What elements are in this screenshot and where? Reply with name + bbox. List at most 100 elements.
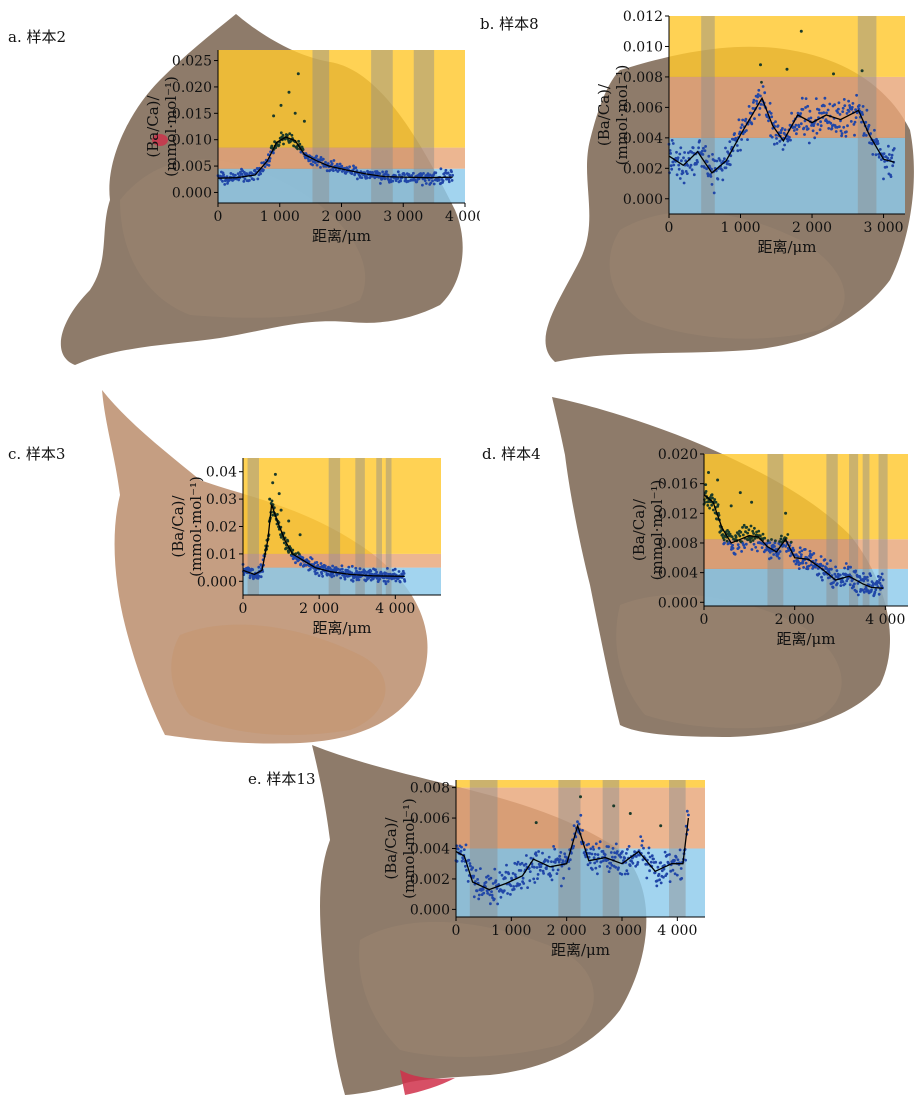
data-point	[804, 97, 808, 100]
data-point	[272, 151, 275, 155]
x-axis-label: 距离/μm	[551, 941, 610, 959]
data-point	[845, 112, 849, 115]
data-point	[797, 560, 800, 564]
data-point	[672, 163, 676, 167]
data-point	[307, 560, 311, 564]
data-point	[499, 895, 503, 899]
data-point	[786, 533, 790, 536]
data-point	[471, 866, 474, 870]
data-point	[744, 117, 748, 121]
data-point	[598, 840, 602, 844]
data-point	[385, 170, 388, 174]
data-point	[769, 556, 773, 560]
data-point	[877, 155, 881, 159]
data-point	[685, 809, 689, 813]
data-point	[720, 168, 724, 172]
data-point	[668, 853, 671, 856]
data-point	[833, 572, 837, 576]
data-point	[814, 97, 818, 100]
data-point	[770, 538, 773, 541]
data-point	[890, 153, 894, 157]
data-point	[855, 93, 858, 97]
y-tick-label: 0.008	[410, 781, 450, 797]
data-point	[386, 580, 390, 583]
data-point	[526, 886, 529, 889]
x-tick-label: 3 000	[863, 220, 903, 236]
data-point	[874, 153, 878, 157]
y-tick-label: 0.000	[410, 902, 450, 918]
data-point	[799, 29, 803, 33]
data-point	[628, 864, 632, 867]
data-point	[558, 858, 562, 861]
data-point	[369, 569, 373, 573]
data-point	[306, 157, 310, 161]
panel-b-label: b. 样本8	[480, 15, 539, 33]
data-point	[220, 175, 224, 179]
x-axis-label: 距离/μm	[757, 238, 816, 256]
data-point	[885, 165, 889, 169]
data-point	[680, 159, 683, 163]
x-axis-label: 距离/μm	[776, 630, 835, 648]
data-point	[801, 561, 805, 565]
data-point	[607, 845, 610, 849]
data-point	[397, 570, 401, 573]
data-point	[426, 172, 430, 176]
panel-c-label: c. 样本3	[8, 445, 66, 463]
data-point	[546, 860, 550, 863]
data-point	[739, 148, 742, 152]
y-tick-label: 0.006	[410, 811, 450, 827]
data-point	[862, 132, 866, 135]
data-point	[288, 132, 292, 136]
data-point	[823, 96, 827, 100]
data-point	[586, 863, 590, 867]
data-point	[628, 812, 632, 815]
data-point	[751, 539, 755, 542]
y-tick-label: 0.008	[658, 536, 698, 552]
data-point	[722, 538, 726, 542]
data-point	[262, 168, 265, 172]
data-point	[479, 867, 482, 870]
data-point	[673, 859, 676, 862]
data-point	[819, 120, 822, 124]
data-point	[850, 105, 854, 109]
data-point	[450, 170, 453, 174]
data-point	[891, 164, 895, 168]
data-point	[308, 567, 312, 571]
data-point	[489, 876, 493, 880]
data-point	[348, 165, 351, 169]
data-point	[572, 844, 575, 848]
data-point	[794, 123, 798, 127]
data-point	[707, 154, 711, 158]
data-point	[777, 552, 780, 556]
data-point	[659, 824, 663, 828]
data-point	[806, 567, 810, 571]
data-point	[802, 566, 805, 569]
data-point	[728, 163, 732, 167]
data-point	[639, 835, 643, 838]
data-point	[676, 858, 680, 862]
data-point	[584, 855, 588, 859]
data-point	[399, 179, 402, 183]
y-tick-label: 0.03	[206, 492, 237, 508]
data-point	[766, 539, 770, 543]
data-point	[505, 863, 508, 867]
data-point	[486, 891, 489, 895]
data-point	[645, 876, 649, 880]
data-point	[579, 795, 582, 799]
data-point	[836, 111, 840, 114]
data-point	[624, 852, 628, 855]
data-point	[838, 113, 842, 116]
data-point	[524, 862, 528, 866]
data-point	[800, 549, 804, 553]
data-point	[634, 855, 638, 858]
data-point	[602, 859, 605, 863]
data-point	[541, 851, 544, 855]
data-point	[320, 572, 324, 575]
data-point	[687, 813, 690, 817]
data-point	[826, 108, 830, 112]
data-point	[882, 177, 885, 181]
data-point	[626, 872, 630, 876]
data-point	[654, 860, 658, 864]
data-point	[670, 139, 674, 142]
